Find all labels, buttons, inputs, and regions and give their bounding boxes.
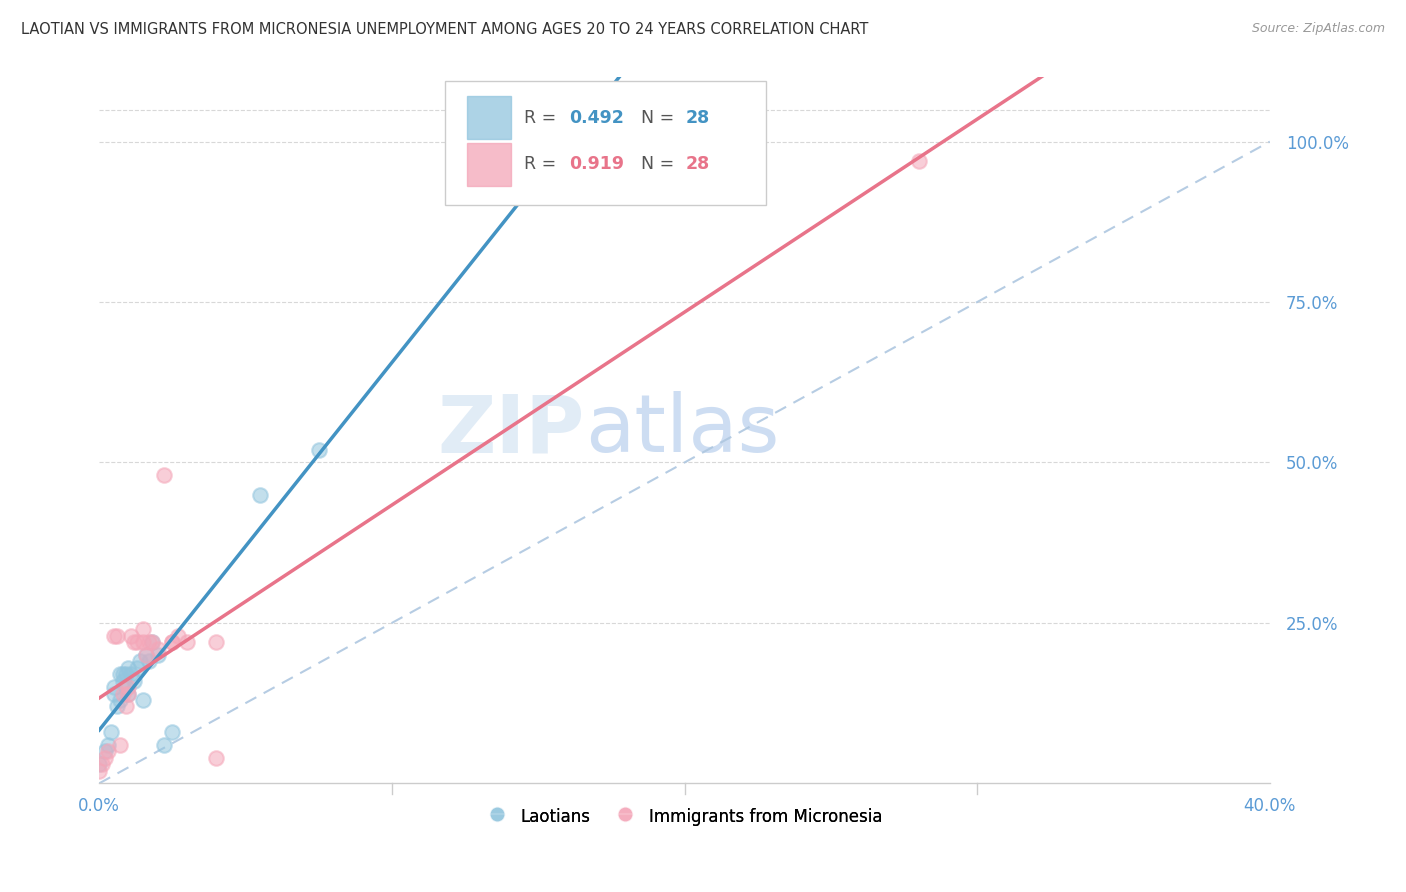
Point <box>176 635 198 649</box>
Point <box>132 635 155 649</box>
Point <box>97 744 120 758</box>
Point <box>94 744 117 758</box>
Point <box>108 667 131 681</box>
Point <box>117 661 139 675</box>
Point <box>124 673 146 688</box>
Point <box>103 680 125 694</box>
Point <box>114 699 136 714</box>
Point <box>308 442 330 457</box>
Point <box>138 635 160 649</box>
Point <box>162 635 184 649</box>
Point <box>91 757 114 772</box>
Text: LAOTIAN VS IMMIGRANTS FROM MICRONESIA UNEMPLOYMENT AMONG AGES 20 TO 24 YEARS COR: LAOTIAN VS IMMIGRANTS FROM MICRONESIA UN… <box>21 22 869 37</box>
Point <box>97 738 120 752</box>
Point <box>135 648 157 662</box>
Point <box>141 635 163 649</box>
Point <box>120 629 142 643</box>
Text: N =: N = <box>641 109 681 127</box>
Text: 0.919: 0.919 <box>568 155 624 173</box>
Text: R =: R = <box>524 155 562 173</box>
Point <box>117 686 139 700</box>
Point <box>117 686 139 700</box>
Text: 0.492: 0.492 <box>568 109 623 127</box>
Point <box>146 648 169 662</box>
FancyBboxPatch shape <box>467 96 512 139</box>
Point <box>162 725 184 739</box>
Point <box>124 635 146 649</box>
Point <box>103 686 125 700</box>
Point <box>162 635 184 649</box>
Point <box>205 635 228 649</box>
Point <box>152 468 174 483</box>
Text: ZIP: ZIP <box>437 392 585 469</box>
Text: N =: N = <box>641 155 681 173</box>
Point <box>103 629 125 643</box>
Text: 28: 28 <box>686 155 710 173</box>
Point <box>89 764 111 778</box>
Point <box>117 680 139 694</box>
Point <box>94 750 117 764</box>
Point <box>127 661 149 675</box>
Text: Source: ZipAtlas.com: Source: ZipAtlas.com <box>1251 22 1385 36</box>
Point <box>135 648 157 662</box>
Text: R =: R = <box>524 109 562 127</box>
Point <box>152 738 174 752</box>
Point <box>127 635 149 649</box>
Text: 28: 28 <box>686 109 710 127</box>
Point <box>132 623 155 637</box>
Point <box>146 641 169 656</box>
Point <box>129 655 152 669</box>
Point <box>114 667 136 681</box>
Legend: Laotians, Immigrants from Micronesia: Laotians, Immigrants from Micronesia <box>478 798 890 835</box>
Point <box>249 487 271 501</box>
Point <box>120 667 142 681</box>
Point <box>111 673 134 688</box>
Point <box>167 629 190 643</box>
Point <box>89 757 111 772</box>
Point <box>111 667 134 681</box>
Point <box>100 725 122 739</box>
Point <box>105 699 128 714</box>
Point <box>141 635 163 649</box>
FancyBboxPatch shape <box>444 81 766 204</box>
FancyBboxPatch shape <box>467 143 512 186</box>
Point <box>111 686 134 700</box>
Point <box>108 738 131 752</box>
Point <box>205 750 228 764</box>
Text: atlas: atlas <box>585 392 779 469</box>
Point <box>907 153 929 168</box>
Point <box>132 693 155 707</box>
Point <box>105 629 128 643</box>
Point <box>108 693 131 707</box>
Y-axis label: Unemployment Among Ages 20 to 24 years: Unemployment Among Ages 20 to 24 years <box>0 263 7 598</box>
Point <box>138 655 160 669</box>
Point <box>114 680 136 694</box>
